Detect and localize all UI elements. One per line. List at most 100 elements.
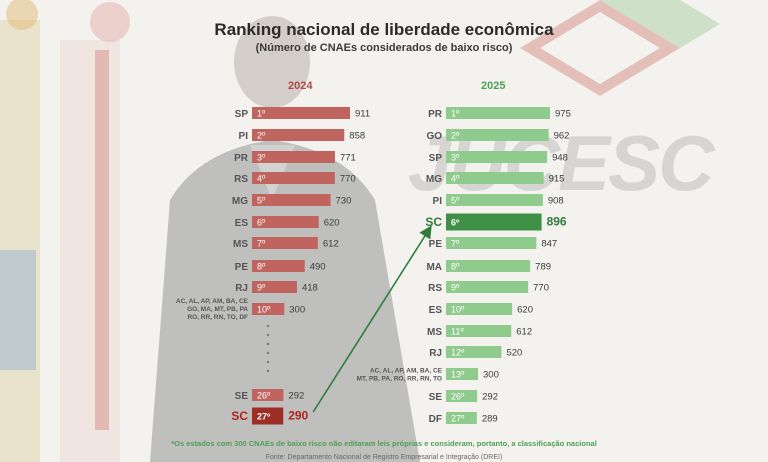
right-rank-label-11: 12º [451, 348, 465, 358]
left-value-label-11: 290 [288, 409, 308, 423]
right-value-label-13: 292 [482, 392, 498, 403]
flag-left-icon [0, 20, 40, 462]
right-bar-1 [446, 129, 549, 141]
left-state-label-group: AC, AL, AP, AM, BA, CE GO, MA, MT, PB, PA… [176, 298, 249, 321]
right-value-label-3: 915 [549, 174, 565, 185]
speaker-silhouette-icon [234, 16, 310, 108]
ellipsis-dot [266, 333, 270, 337]
right-bar-0 [446, 107, 550, 119]
left-rank-label-5: 6º [257, 218, 266, 228]
right-rank-label-12: 13º [451, 370, 465, 380]
left-bar-5 [252, 216, 319, 228]
left-bar-3 [252, 172, 335, 184]
right-state-label-se: SE [429, 392, 443, 403]
ellipsis-dot [266, 342, 270, 346]
right-value-label-4: 908 [548, 196, 564, 207]
right-state-label-pe: PE [429, 239, 443, 250]
right-state-label-pr: PR [428, 109, 443, 120]
right-rank-label-9: 10º [451, 305, 465, 315]
right-rank-label-6: 7º [451, 239, 460, 249]
right-bar-13 [446, 390, 478, 402]
left-rank-label-1: 2º [257, 131, 266, 141]
left-state-label-pi: PI [239, 131, 249, 142]
left-value-label-10: 292 [288, 391, 304, 402]
right-state-label-pi: PI [433, 196, 443, 207]
left-rank-label-8: 9º [257, 283, 266, 293]
right-rank-label-2: 3º [451, 153, 460, 163]
chart-title: Ranking nacional de liberdade econômica [214, 20, 554, 39]
left-state-label-sp: SP [235, 109, 249, 120]
right-value-label-6: 847 [541, 239, 557, 250]
right-value-label-2: 948 [552, 153, 568, 164]
left-state-label-pr: PR [234, 153, 249, 164]
ellipsis-dot [266, 324, 270, 328]
jucesc-logo-icon [520, 0, 720, 96]
left-value-label-6: 612 [323, 239, 339, 250]
left-state-label-sc: SC [231, 409, 248, 423]
flag-sc-icon [60, 40, 120, 462]
left-state-label-rj: RJ [235, 283, 248, 294]
right-bar-4 [446, 194, 543, 206]
right-value-label-5: 896 [547, 215, 567, 229]
left-rank-label-9: 10º [257, 305, 271, 315]
right-rank-label-13: 26º [451, 392, 465, 402]
left-rank-label-11: 27º [257, 412, 271, 422]
left-rank-label-6: 7º [257, 239, 266, 249]
ellipsis-dot [266, 360, 270, 364]
left-bar-9 [252, 303, 285, 315]
right-rank-label-14: 27º [451, 414, 465, 424]
right-rank-label-1: 2º [451, 131, 460, 141]
right-value-label-10: 612 [516, 327, 532, 338]
right-value-label-12: 300 [483, 370, 499, 381]
left-value-label-3: 770 [340, 174, 356, 185]
right-bar-5 [446, 213, 542, 231]
right-bar-7 [446, 260, 531, 272]
left-state-label-ms: MS [233, 239, 248, 250]
left-value-label-1: 858 [349, 131, 365, 142]
right-state-label-rj: RJ [429, 348, 442, 359]
left-bar-4 [252, 194, 331, 206]
right-value-label-7: 789 [535, 262, 551, 273]
left-value-label-7: 490 [310, 262, 326, 273]
right-state-label-mg: MG [426, 174, 442, 185]
left-rank-label-7: 8º [257, 262, 266, 272]
year-label-2025: 2025 [481, 80, 506, 92]
right-value-label-0: 975 [555, 109, 571, 120]
year-label-2024: 2024 [288, 80, 313, 92]
right-state-label-df: DF [429, 414, 442, 425]
right-bar-12 [446, 368, 478, 380]
right-state-label-rs: RS [428, 283, 442, 294]
left-value-label-2: 771 [340, 153, 356, 164]
right-rank-label-0: 1º [451, 109, 460, 119]
source-note: Fonte: Departamento Nacional de Registro… [265, 454, 503, 461]
left-value-label-9: 300 [289, 305, 305, 316]
ellipsis-dot [266, 351, 270, 355]
right-state-label-ma: MA [426, 262, 442, 273]
left-bar-2 [252, 151, 335, 163]
right-state-label-group: AC, AL, AP, AM, BA, CE MT, PB, PA, RO, RR… [357, 368, 443, 383]
right-state-label-sc: SC [425, 215, 442, 229]
left-rank-label-4: 5º [257, 196, 266, 206]
left-rank-label-0: 1º [257, 109, 266, 119]
left-bar-10 [252, 389, 284, 401]
right-bar-11 [446, 346, 502, 358]
left-bar-1 [252, 129, 345, 141]
right-bar-14 [446, 412, 477, 424]
right-value-label-8: 770 [533, 283, 549, 294]
right-rank-label-5: 6º [451, 218, 460, 228]
left-rank-label-10: 26º [257, 391, 271, 401]
ellipsis-dot [266, 369, 270, 373]
left-bar-7 [252, 260, 305, 272]
right-state-label-sp: SP [429, 153, 443, 164]
right-value-label-11: 520 [506, 348, 522, 359]
left-bar-11 [252, 407, 284, 425]
left-state-label-mg: MG [232, 196, 248, 207]
left-rank-label-2: 3º [257, 153, 266, 163]
right-bar-8 [446, 281, 529, 293]
right-bar-9 [446, 303, 513, 315]
right-state-label-ms: MS [427, 327, 442, 338]
right-rank-label-4: 5º [451, 196, 460, 206]
left-bar-8 [252, 281, 297, 293]
